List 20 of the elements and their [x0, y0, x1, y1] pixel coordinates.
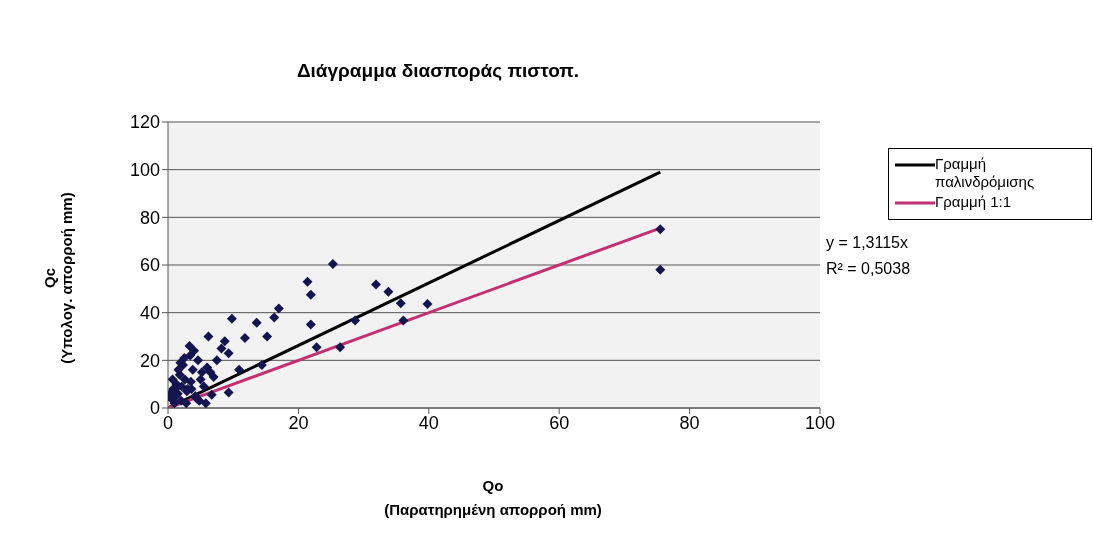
x-tick-label: 0 [162, 412, 174, 433]
y-tick-label: 40 [139, 303, 160, 324]
x-tick-label: 20 [288, 412, 309, 433]
x-axis-title: Qo (Παρατηρημένη απορροή mm) [383, 476, 603, 520]
legend-label: Γραμμή 1:1 [935, 193, 1012, 211]
y-tick-label: 100 [129, 160, 160, 181]
y-tick-label: 80 [139, 207, 160, 228]
y-axis-title: Qc (Υπολογ. απορροή mm) [41, 192, 75, 364]
x-tick-label: 80 [679, 412, 700, 433]
y-tick-label: 0 [149, 398, 160, 419]
y-tick-label: 20 [139, 350, 160, 371]
x-tick-label: 100 [804, 412, 836, 433]
y-tick-label: 60 [139, 255, 160, 276]
y-tick-label: 120 [129, 112, 160, 133]
legend-label: Γραμμή παλινδρόμισης [935, 155, 1036, 191]
text: y = 1,3115x [826, 233, 909, 253]
text: R² = 0,5038 [826, 259, 911, 279]
x-tick-label: 60 [549, 412, 570, 433]
x-tick-label: 40 [418, 412, 439, 433]
chart-title: Διάγραμμα διασποράς πιστοπ. [295, 60, 581, 82]
